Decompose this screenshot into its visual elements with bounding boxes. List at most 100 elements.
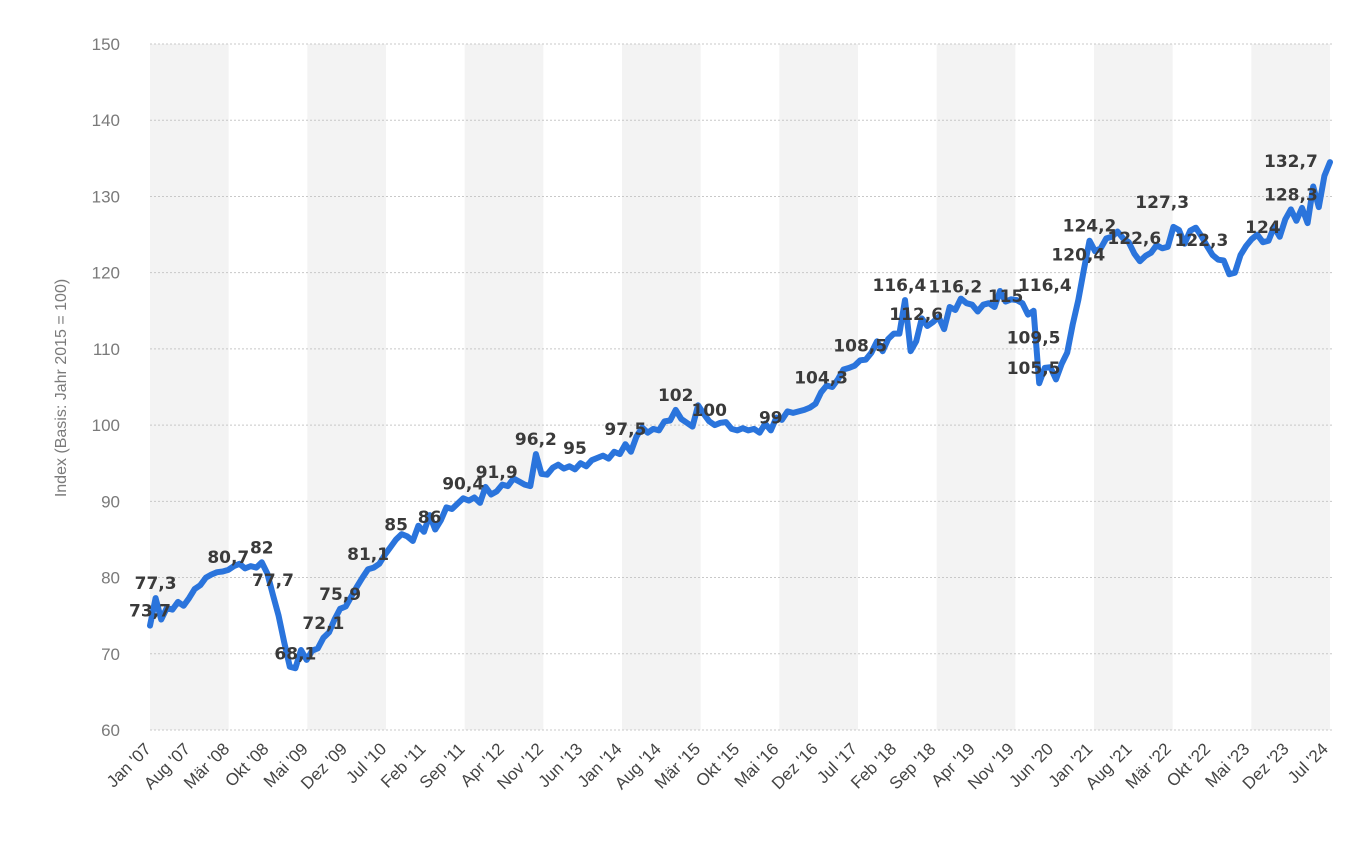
data-point — [757, 430, 763, 436]
data-label: 81,1 — [347, 545, 389, 565]
data-point — [1137, 258, 1143, 264]
data-label: 122,3 — [1175, 231, 1229, 251]
data-point — [455, 501, 461, 507]
data-point — [818, 389, 824, 395]
data-point — [276, 613, 282, 619]
data-point — [745, 427, 751, 433]
data-point — [796, 408, 802, 414]
data-point — [1170, 224, 1176, 230]
data-point — [220, 569, 226, 575]
data-point — [1087, 238, 1093, 244]
data-point — [662, 418, 668, 424]
data-point — [360, 575, 366, 581]
data-point — [1221, 258, 1227, 264]
data-point — [566, 463, 572, 469]
data-point — [684, 420, 690, 426]
background-band — [150, 44, 229, 730]
gridlines — [150, 43, 1334, 731]
data-point — [197, 582, 203, 588]
data-label: 112,6 — [889, 305, 943, 325]
data-point — [656, 427, 662, 433]
data-point — [1243, 243, 1249, 249]
data-point — [488, 492, 494, 498]
data-point — [505, 483, 511, 489]
background-band — [464, 44, 544, 730]
data-point — [466, 498, 472, 504]
data-point — [785, 408, 791, 414]
data-point — [371, 565, 377, 571]
data-label: 132,7 — [1264, 152, 1318, 172]
data-point — [1064, 350, 1070, 356]
data-label: 128,3 — [1264, 185, 1318, 205]
data-point — [734, 427, 740, 433]
data-label: 75,9 — [319, 585, 361, 605]
background-band — [779, 44, 858, 730]
data-point — [270, 592, 276, 598]
data-label: 68,1 — [274, 644, 316, 664]
data-point — [622, 441, 628, 447]
data-point — [209, 572, 215, 578]
y-tick-label: 70 — [101, 645, 120, 664]
data-point — [320, 635, 326, 641]
data-label: 116,4 — [873, 276, 927, 296]
data-point — [729, 426, 735, 432]
data-label: 86 — [418, 508, 442, 528]
y-tick-label: 90 — [101, 492, 120, 511]
data-point — [1226, 271, 1232, 277]
data-point — [533, 451, 539, 457]
data-point — [1210, 252, 1216, 258]
data-point — [186, 595, 192, 601]
data-point — [667, 418, 673, 424]
data-point — [287, 664, 293, 670]
data-point — [896, 331, 902, 337]
data-point — [969, 302, 975, 308]
data-point — [589, 457, 595, 463]
data-point — [980, 302, 986, 308]
data-label: 127,3 — [1135, 193, 1189, 213]
data-label: 102 — [658, 386, 694, 406]
background-band — [622, 44, 701, 730]
data-point — [751, 426, 757, 432]
data-point — [147, 623, 153, 629]
data-point — [443, 504, 449, 510]
data-point — [1266, 238, 1272, 244]
data-point — [527, 483, 533, 489]
data-point — [555, 462, 561, 468]
data-point — [941, 326, 947, 332]
data-label: 72,1 — [302, 614, 344, 634]
data-point — [790, 410, 796, 416]
data-point — [628, 449, 634, 455]
data-point — [561, 466, 567, 472]
data-point — [712, 422, 718, 428]
data-label: 90,4 — [442, 474, 484, 494]
data-labels: 73,7 77,3 80,7 82 77,7 68,1 72,1 75,9 81,1 85 8690… — [129, 152, 1318, 664]
data-point — [214, 569, 220, 575]
data-point — [292, 665, 298, 671]
data-point — [606, 456, 612, 462]
data-label: 77,3 — [135, 574, 177, 594]
data-label: 85 — [384, 515, 408, 535]
plot-background-bands — [150, 44, 1330, 730]
data-point — [1193, 225, 1199, 231]
data-point — [550, 465, 556, 471]
data-point — [673, 407, 679, 413]
y-tick-label: 130 — [92, 187, 120, 206]
data-point — [365, 566, 371, 572]
data-label: 73,7 — [129, 602, 171, 622]
y-tick-label: 60 — [101, 721, 120, 740]
y-tick-label: 100 — [92, 416, 120, 435]
data-point — [690, 424, 696, 430]
data-point — [494, 488, 500, 494]
data-point — [337, 606, 343, 612]
data-label: 116,2 — [928, 278, 982, 298]
data-point — [1260, 239, 1266, 245]
data-point — [617, 451, 623, 457]
data-point — [678, 416, 684, 422]
data-point — [650, 426, 656, 432]
data-point — [1148, 250, 1154, 256]
x-tick-label: Jul '24 — [1284, 739, 1332, 787]
data-point — [1215, 257, 1221, 263]
data-point — [421, 529, 427, 535]
